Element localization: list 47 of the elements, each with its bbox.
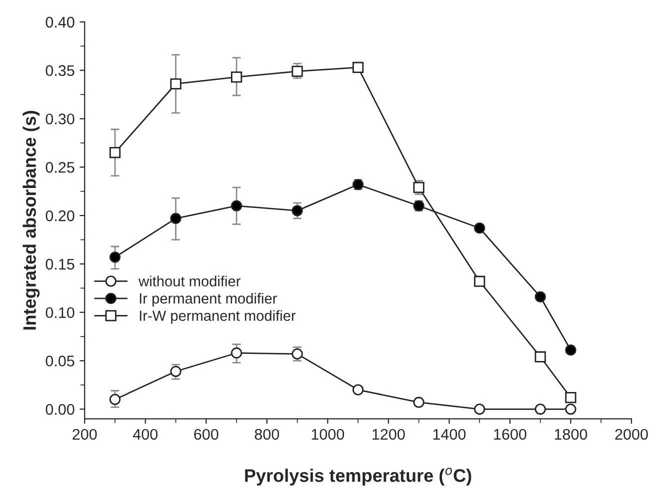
point — [565, 404, 576, 415]
point — [565, 344, 576, 356]
point — [565, 392, 576, 404]
point — [534, 351, 546, 362]
y-tick-label: 0.25 — [46, 162, 74, 173]
y-tick-label: 0.05 — [46, 356, 74, 366]
x-tick-label: 2000 — [615, 428, 648, 440]
x-tick-label: 1800 — [554, 428, 588, 440]
x-tick-label: 1200 — [372, 428, 405, 440]
point — [352, 384, 364, 396]
point — [109, 252, 121, 263]
point — [170, 366, 182, 377]
legend-label: Ir permanent modifier — [140, 292, 277, 307]
y-tick-label: 0.15 — [46, 258, 74, 270]
point — [170, 212, 182, 224]
x-tick-label: 800 — [254, 428, 280, 440]
point — [474, 276, 486, 287]
x-tick-label: 600 — [194, 428, 218, 440]
point — [474, 404, 486, 415]
y-axis-title: Integrated absorbance (s) — [22, 110, 40, 330]
y-tick-label: 0.00 — [46, 404, 74, 415]
x-tick-label: 200 — [72, 428, 97, 440]
x-tick-label: 1600 — [494, 428, 526, 440]
point — [352, 62, 364, 73]
point — [292, 66, 303, 77]
point — [474, 222, 486, 234]
legend-label: without modifier — [138, 276, 240, 286]
point — [170, 78, 182, 90]
point — [230, 200, 242, 212]
point — [534, 404, 546, 415]
legend-label: Ir-W permanent modifier — [140, 310, 296, 324]
point — [292, 205, 303, 216]
point — [413, 396, 424, 408]
y-tick-label: 0.40 — [46, 16, 74, 28]
x-tick-label: 1400 — [433, 428, 466, 440]
y-tick-label: 0.30 — [46, 114, 74, 124]
point — [534, 291, 546, 302]
point — [230, 72, 242, 83]
x-tick-label: 400 — [132, 428, 158, 440]
point — [230, 347, 242, 359]
y-tick-label: 0.35 — [46, 65, 74, 76]
y-tick-label: 0.20 — [46, 210, 74, 222]
point — [109, 394, 121, 406]
point — [109, 147, 121, 158]
x-tick-label: 1000 — [312, 428, 344, 440]
x-axis-title: Pyrolysis temperature ($^{o}$C) — [245, 468, 472, 486]
y-tick-label: 0.10 — [46, 307, 74, 318]
